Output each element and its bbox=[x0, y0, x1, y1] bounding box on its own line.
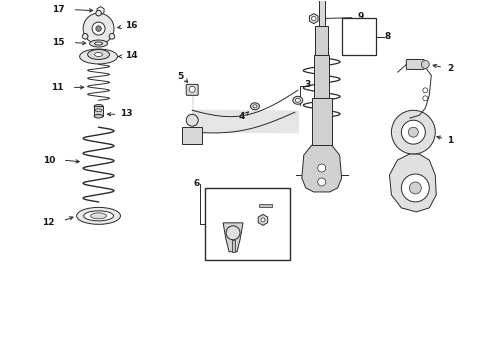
Circle shape bbox=[422, 96, 427, 101]
Bar bbox=[314, 55, 328, 98]
Circle shape bbox=[82, 33, 88, 39]
Polygon shape bbox=[182, 127, 202, 144]
Text: 13: 13 bbox=[120, 109, 133, 118]
Text: 2: 2 bbox=[447, 64, 452, 73]
Circle shape bbox=[311, 17, 315, 21]
Circle shape bbox=[317, 164, 325, 172]
Ellipse shape bbox=[250, 103, 259, 110]
Circle shape bbox=[317, 178, 325, 186]
Bar bbox=[94, 106, 103, 116]
Ellipse shape bbox=[89, 40, 107, 47]
Ellipse shape bbox=[95, 109, 102, 112]
Bar bbox=[341, 18, 376, 55]
Circle shape bbox=[92, 22, 105, 35]
FancyBboxPatch shape bbox=[186, 84, 198, 95]
Circle shape bbox=[189, 86, 195, 92]
Bar bbox=[231, 240, 234, 252]
Text: 3: 3 bbox=[304, 80, 310, 89]
Ellipse shape bbox=[94, 53, 102, 57]
Ellipse shape bbox=[94, 114, 103, 118]
Text: 10: 10 bbox=[42, 156, 55, 165]
Circle shape bbox=[96, 10, 101, 16]
FancyBboxPatch shape bbox=[406, 59, 424, 69]
Circle shape bbox=[83, 13, 114, 44]
Circle shape bbox=[186, 114, 198, 126]
Circle shape bbox=[421, 60, 428, 68]
Text: 9: 9 bbox=[357, 12, 363, 21]
Text: 6: 6 bbox=[193, 180, 199, 189]
Circle shape bbox=[401, 174, 428, 202]
Polygon shape bbox=[301, 145, 341, 192]
Circle shape bbox=[390, 110, 434, 154]
Circle shape bbox=[109, 33, 115, 39]
Bar bbox=[311, 98, 331, 145]
Ellipse shape bbox=[77, 207, 120, 224]
Ellipse shape bbox=[252, 105, 256, 108]
Ellipse shape bbox=[94, 42, 102, 45]
Circle shape bbox=[407, 127, 417, 137]
Text: 8: 8 bbox=[384, 32, 390, 41]
Bar bbox=[259, 204, 271, 207]
Text: 7: 7 bbox=[250, 189, 257, 198]
Text: 12: 12 bbox=[42, 218, 55, 227]
Ellipse shape bbox=[83, 211, 113, 221]
Circle shape bbox=[422, 88, 427, 93]
Text: 14: 14 bbox=[125, 51, 138, 60]
Text: 4: 4 bbox=[238, 112, 244, 121]
Ellipse shape bbox=[94, 104, 103, 108]
Ellipse shape bbox=[80, 49, 117, 64]
Bar bbox=[318, 0, 324, 26]
Circle shape bbox=[225, 226, 240, 240]
Polygon shape bbox=[388, 154, 435, 212]
Text: 15: 15 bbox=[52, 38, 65, 47]
Circle shape bbox=[261, 218, 264, 222]
Text: 16: 16 bbox=[125, 21, 138, 30]
Circle shape bbox=[408, 182, 421, 194]
Bar bbox=[315, 26, 327, 55]
Text: 1: 1 bbox=[447, 136, 452, 145]
Text: 11: 11 bbox=[51, 83, 64, 92]
Text: 5: 5 bbox=[177, 72, 183, 81]
Bar bbox=[205, 188, 289, 260]
Ellipse shape bbox=[87, 50, 109, 59]
Polygon shape bbox=[223, 223, 243, 252]
Circle shape bbox=[401, 120, 425, 144]
Ellipse shape bbox=[295, 98, 300, 102]
Ellipse shape bbox=[292, 96, 302, 104]
Text: 17: 17 bbox=[52, 5, 65, 14]
Circle shape bbox=[96, 26, 101, 31]
Ellipse shape bbox=[90, 213, 106, 219]
